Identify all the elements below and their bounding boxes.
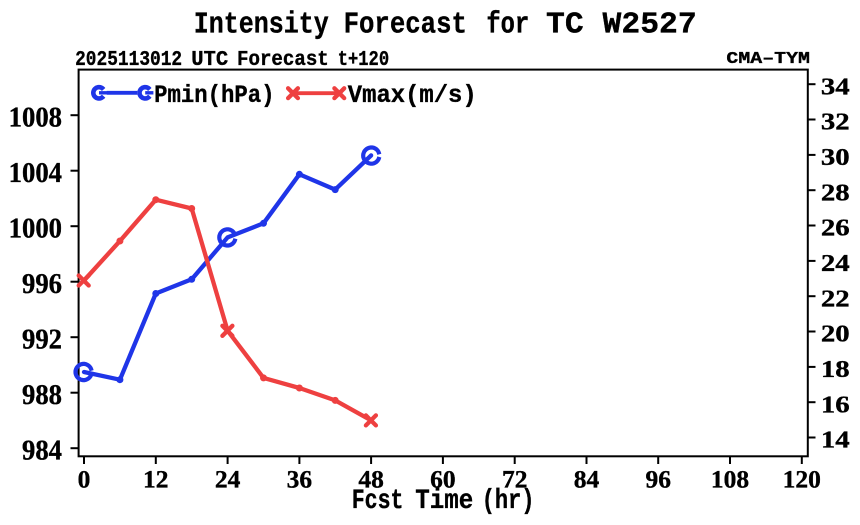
svg-text:34: 34 [821,73,850,100]
svg-text:for: for [486,8,529,43]
svg-text:60: 60 [430,465,456,494]
svg-text:Time: Time [415,485,473,517]
svg-text:72: 72 [502,465,528,494]
svg-text:48: 48 [358,465,384,494]
svg-text:UTC: UTC [191,47,228,72]
svg-text:26: 26 [821,214,850,241]
svg-text:120: 120 [783,465,821,494]
svg-text:1008: 1008 [9,101,62,133]
svg-text:CMA–TYM: CMA–TYM [726,49,810,68]
svg-text:Pmin(hPa): Pmin(hPa) [154,82,274,111]
svg-text:0: 0 [78,465,91,494]
svg-text:988: 988 [22,379,62,411]
svg-text:32: 32 [821,108,850,135]
svg-text:2025113012: 2025113012 [75,46,182,71]
svg-text:30: 30 [821,143,850,170]
svg-text:18: 18 [821,355,850,382]
svg-text:984: 984 [22,434,62,466]
svg-text:24: 24 [821,249,850,276]
svg-text:t+120: t+120 [338,47,389,71]
svg-text:36: 36 [287,465,313,494]
svg-text:1004: 1004 [9,157,62,189]
svg-text:Intensity: Intensity [194,8,329,42]
svg-text:16: 16 [821,391,850,418]
svg-text:Forecast: Forecast [344,7,467,42]
svg-text:12: 12 [143,465,169,494]
svg-text:Vmax(m/s): Vmax(m/s) [348,82,477,110]
svg-text:TC W2527: TC W2527 [546,8,697,43]
svg-text:96: 96 [645,465,671,494]
svg-text:Forecast: Forecast [237,48,329,72]
svg-text:Fcst: Fcst [352,486,404,517]
svg-text:14: 14 [821,426,850,453]
svg-text:28: 28 [821,179,850,206]
svg-text:22: 22 [821,285,850,312]
svg-text:20: 20 [821,320,850,347]
svg-text:996: 996 [22,268,62,300]
svg-text:1000: 1000 [9,212,62,244]
svg-text:24: 24 [215,465,241,494]
svg-text:992: 992 [22,323,62,355]
svg-text:(hr): (hr) [482,486,535,517]
svg-text:84: 84 [574,465,600,494]
svg-text:108: 108 [711,465,749,494]
